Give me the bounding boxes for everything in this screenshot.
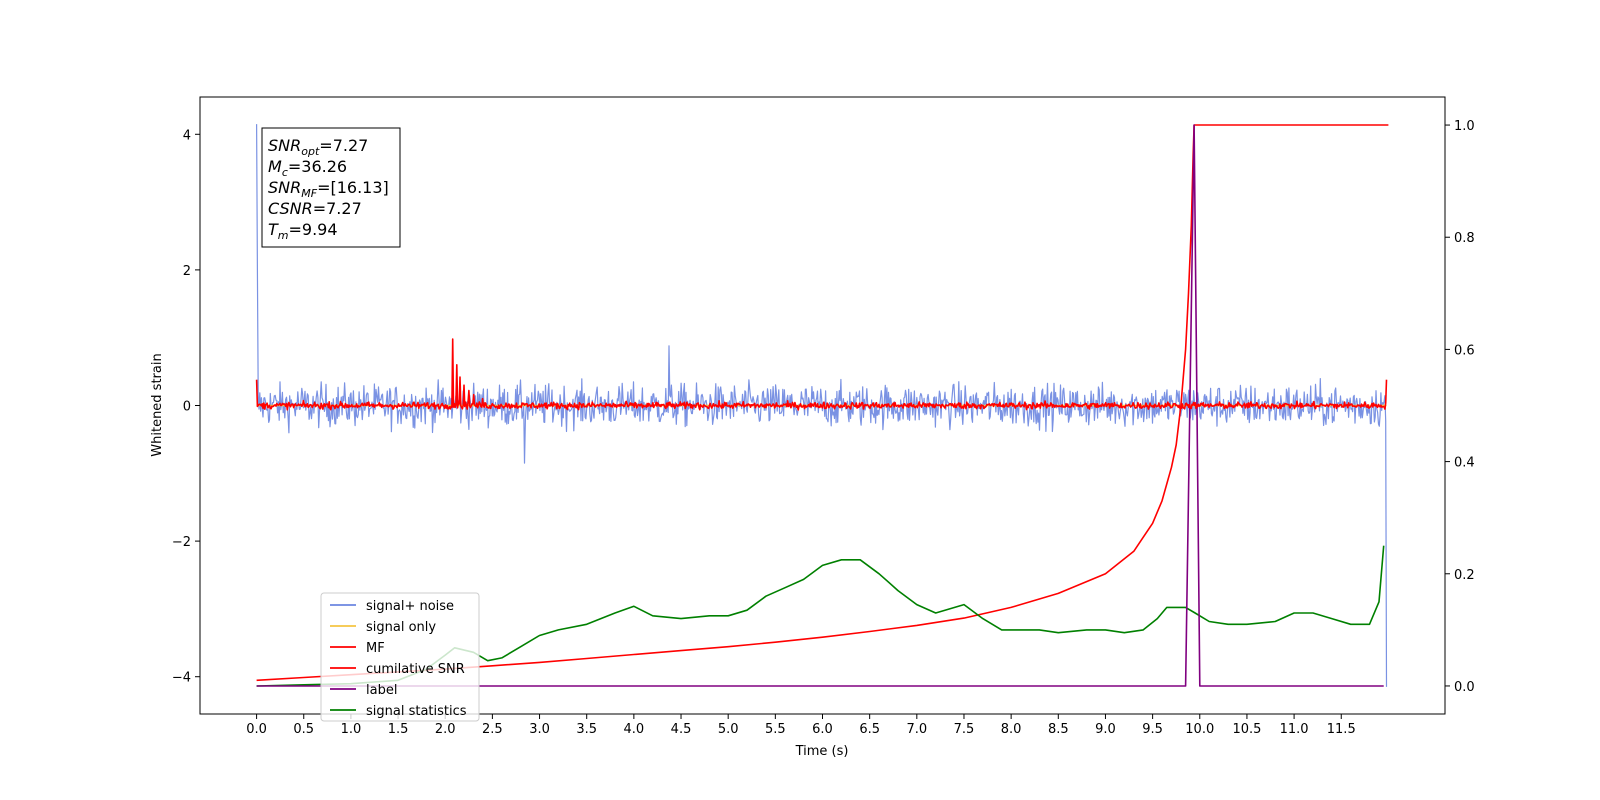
x-tick-label: 9.0 (1095, 722, 1116, 737)
x-tick-label: 11.0 (1280, 722, 1309, 737)
x-tick-label: 8.5 (1048, 722, 1069, 737)
ticks-layer: 0.0 0.5 1.0 1.5 2.0 2.5 3.0 3.5 4.0 4.5 5.0 5.5 6.0 6… (172, 119, 1475, 737)
info-line: SNRMF=[16.13] (268, 178, 389, 200)
x-tick-label: 2.0 (435, 722, 456, 737)
x-tick-label: 6.0 (812, 722, 833, 737)
x-tick-label: 4.0 (624, 722, 645, 737)
x-tick-label: 7.0 (906, 722, 927, 737)
y-axis-label: Whitened strain (150, 353, 165, 456)
x-tick-label: 3.0 (529, 722, 550, 737)
info-line: CSNR=7.27 (268, 199, 362, 218)
info-box-frame (261, 127, 401, 248)
y-left-tick-label: 0 (183, 400, 191, 415)
info-line: SNRopt=7.27 (268, 136, 368, 158)
legend-label: signal only (366, 620, 436, 635)
x-tick-label: 1.5 (388, 722, 409, 737)
legend-frame (320, 592, 480, 722)
x-tick-label: 5.0 (718, 722, 739, 737)
x-tick-label: 10.0 (1185, 722, 1214, 737)
y-left-tick-label: −4 (172, 671, 191, 686)
series-line-mf (255, 338, 1388, 411)
legend-label: MF (366, 641, 385, 656)
y-left-tick-label: −2 (172, 535, 191, 550)
legend-label: label (366, 683, 397, 698)
info-line: Tm=9.94 (268, 220, 338, 242)
x-tick-label: 5.5 (765, 722, 786, 737)
legend-label: signal statistics (366, 704, 467, 719)
x-tick-label: 0.0 (246, 722, 267, 737)
series-line-label (256, 124, 1384, 687)
x-tick-label: 6.5 (859, 722, 880, 737)
legend-label: signal+ noise (366, 599, 454, 614)
x-tick-label: 8.0 (1001, 722, 1022, 737)
series-line-cumilative-snr (256, 124, 1389, 682)
y-left-tick-label: 2 (183, 264, 191, 279)
x-tick-label: 2.5 (482, 722, 503, 737)
x-tick-label: 1.0 (341, 722, 362, 737)
x-tick-label: 7.5 (954, 722, 975, 737)
x-tick-label: 9.5 (1142, 722, 1163, 737)
x-tick-label: 4.5 (671, 722, 692, 737)
y-right-tick-label: 0.4 (1454, 456, 1475, 471)
y-right-tick-label: 0.2 (1454, 568, 1475, 583)
y-left-tick-label: 4 (183, 128, 191, 143)
y-right-tick-label: 0.0 (1454, 680, 1475, 695)
series-layer (255, 124, 1389, 687)
x-tick-label: 11.5 (1327, 722, 1356, 737)
y-right-tick-label: 0.6 (1454, 343, 1475, 358)
legend: signal+ noise signal only MF cumilative SNR… (320, 592, 480, 722)
x-axis-label: Time (s) (795, 744, 849, 759)
y-right-tick-label: 1.0 (1454, 119, 1475, 134)
legend-label: cumilative SNR (366, 662, 465, 677)
series-line-signal-statistics (256, 545, 1385, 687)
x-tick-label: 0.5 (293, 722, 314, 737)
info-line: Mc=36.26 (268, 157, 347, 179)
series-line-signal-noise (256, 124, 1388, 687)
y-right-tick-label: 0.8 (1454, 231, 1475, 246)
x-tick-label: 3.5 (576, 722, 597, 737)
info-box: SNRopt=7.27Mc=36.26SNRMF=[16.13]CSNR=7.2… (261, 127, 401, 248)
x-tick-label: 10.5 (1232, 722, 1261, 737)
